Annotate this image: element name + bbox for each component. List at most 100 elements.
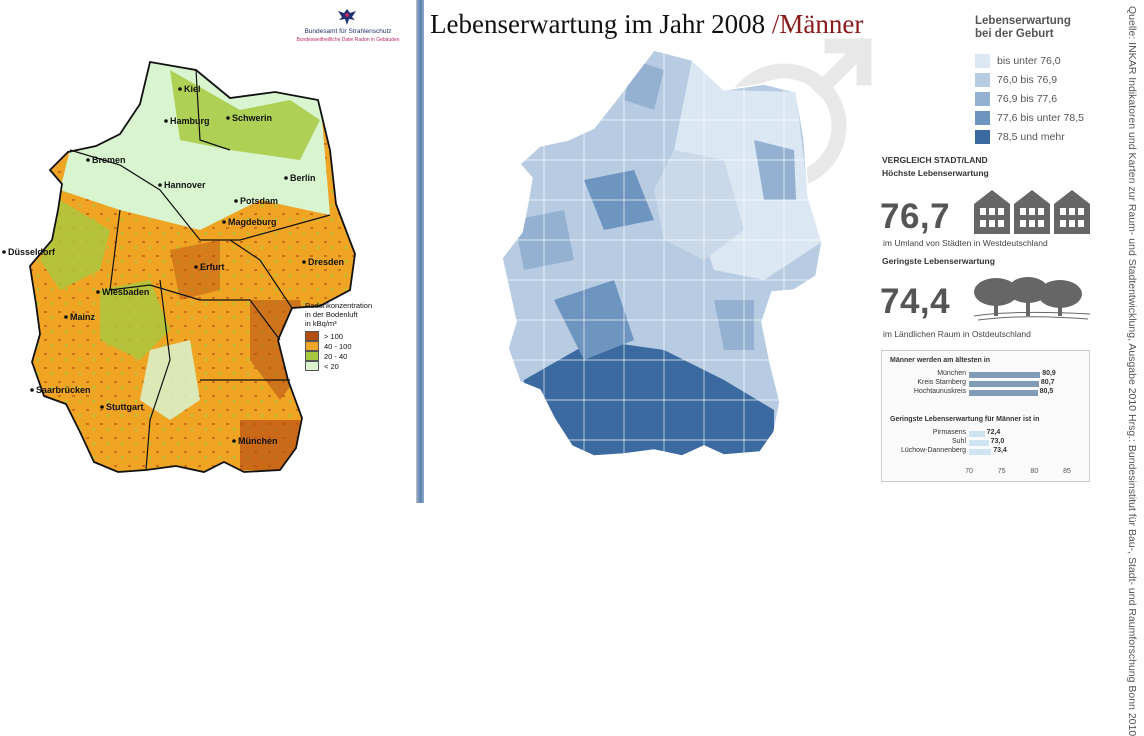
city-dot	[30, 388, 34, 392]
life-expectancy-map	[501, 37, 873, 457]
radon-legend: Radonkonzentration in der Bodenluft in k…	[305, 301, 415, 371]
comparison-heading: VERGLEICH STADT/LAND Höchste Lebenserwar…	[882, 155, 989, 178]
city-dot	[194, 265, 198, 269]
city-dot	[234, 199, 238, 203]
legend-swatch	[305, 341, 319, 351]
radon-legend-item: 20 - 40	[305, 351, 415, 361]
legend-label: 77,6 bis unter 78,5	[997, 111, 1084, 124]
lowest-value: 74,4	[880, 282, 951, 321]
bar	[969, 431, 985, 437]
city-dot	[178, 87, 182, 91]
life-legend-item: 76,0 bis 76,9	[975, 70, 1084, 89]
panel-divider	[417, 0, 424, 503]
lowest-heading: Geringste Lebenserwartung	[882, 256, 995, 266]
page-title: Lebenserwartung im Jahr 2008 /Männer	[430, 9, 864, 39]
bar-value-label: 80,7	[1040, 379, 1055, 386]
city-label: Kiel	[184, 84, 201, 94]
axis-tick-label: 75	[997, 468, 1006, 475]
town-houses-icon	[974, 190, 1090, 234]
radon-map-panel: Kiel Hamburg Schwerin Bremen Berlin Hannover P…	[0, 0, 417, 503]
legend-swatch	[305, 361, 319, 371]
legend-label: > 100	[324, 331, 343, 341]
city-dot	[100, 405, 104, 409]
city-label: Stuttgart	[106, 402, 144, 412]
city-label: Mainz	[70, 312, 96, 322]
eagle-icon	[338, 9, 356, 25]
city-label: Schwerin	[232, 113, 272, 123]
legend-label: 40 - 100	[324, 341, 352, 351]
bar	[969, 449, 992, 455]
youngest-heading: Geringste Lebenserwartung für Männer ist…	[890, 416, 1040, 423]
radon-legend-item: > 100	[305, 331, 415, 341]
legend-label: bis unter 76,0	[997, 54, 1061, 67]
city-dot	[86, 158, 90, 162]
city-dot	[64, 315, 68, 319]
life-expectancy-bar-chart: Männer werden am ältesten in Geringste L…	[881, 350, 1090, 482]
life-legend-item: 76,9 bis 77,6	[975, 89, 1084, 108]
title-accent: /Männer	[771, 9, 864, 39]
city-dot	[96, 290, 100, 294]
bfs-subtitle: Bundesweitheilliche Datei Radon in Gebäu…	[296, 37, 400, 43]
bar	[969, 381, 1039, 387]
legend-label: 76,0 bis 76,9	[997, 73, 1058, 86]
city-label: Düsseldorf	[8, 247, 56, 257]
trees-icon	[973, 277, 1091, 321]
city-label: Erfurt	[200, 262, 225, 272]
highest-caption: im Umland von Städten in Westdeutschland	[883, 238, 1048, 248]
bar-value-label: 72,4	[986, 429, 1001, 436]
legend-label: 20 - 40	[324, 351, 348, 361]
radon-legend-item: 40 - 100	[305, 341, 415, 351]
axis-tick-label: 85	[1063, 468, 1071, 475]
oldest-heading: Männer werden am ältesten in	[890, 357, 990, 364]
bar-category-label: Pirmasens	[932, 429, 966, 436]
city-dot	[2, 250, 6, 254]
legend-label: 78,5 und mehr	[997, 130, 1065, 143]
legend-swatch	[305, 331, 319, 341]
city-dot	[164, 119, 168, 123]
radon-legend-item: < 20	[305, 361, 415, 371]
city-label: Potsdam	[240, 196, 278, 206]
axis-tick-label: 80	[1030, 468, 1039, 475]
city-dot	[222, 220, 226, 224]
city-label: Hamburg	[170, 116, 210, 126]
life-legend-item: bis unter 76,0	[975, 51, 1084, 70]
city-label: Wiesbaden	[102, 287, 149, 297]
city-dot	[158, 183, 162, 187]
life-expectancy-panel: Lebenserwartung im Jahr 2008 /Männer Leb…	[424, 0, 1144, 736]
legend-swatch	[975, 53, 990, 68]
city-label: München	[238, 436, 278, 446]
bar-category-label: Suhl	[951, 438, 966, 445]
city-label: Hannover	[164, 180, 206, 190]
life-legend-item: 77,6 bis unter 78,5	[975, 108, 1084, 127]
bar-category-label: Hochtaunuskreis	[913, 388, 966, 395]
radon-legend-title: Radonkonzentration in der Bodenluft in k…	[305, 301, 373, 328]
bar-value-label: 80,9	[1042, 370, 1056, 377]
bar-category-label: München	[937, 370, 966, 377]
life-legend-title: Lebenserwartung bei der Geburt	[975, 15, 1071, 40]
highest-value: 76,7	[880, 197, 951, 236]
radon-map: Kiel Hamburg Schwerin Bremen Berlin Hannover P…	[2, 61, 356, 473]
bfs-logo: Bundesamt für Strahlenschutz Bundesweith…	[292, 8, 404, 50]
bar	[969, 390, 1038, 396]
city-label: Dresden	[308, 257, 344, 267]
axis-tick-label: 70	[965, 468, 973, 475]
city-dot	[226, 116, 230, 120]
legend-swatch	[975, 129, 990, 144]
city-dot	[302, 260, 306, 264]
bar-value-label: 73,4	[993, 447, 1007, 454]
lowest-caption: im Ländlichen Raum in Ostdeutschland	[883, 329, 1031, 339]
legend-swatch	[975, 110, 990, 125]
bar-category-label: Kreis Starnberg	[917, 379, 966, 386]
legend-label: 76,9 bis 77,6	[997, 92, 1058, 105]
city-label: Saarbrücken	[36, 385, 91, 395]
bfs-name: Bundesamt für Strahlenschutz	[304, 28, 392, 35]
legend-swatch	[975, 91, 990, 106]
source-note: Quelle: INKAR Indikatoren und Karten zur…	[1126, 6, 1138, 736]
legend-swatch	[975, 72, 990, 87]
city-dot	[284, 176, 288, 180]
city-label: Magdeburg	[228, 217, 277, 227]
bar-category-label: Lüchow-Dannenberg	[901, 447, 966, 454]
life-legend-item: 78,5 und mehr	[975, 127, 1084, 146]
bar-value-label: 80,5	[1039, 388, 1054, 395]
legend-swatch	[305, 351, 319, 361]
